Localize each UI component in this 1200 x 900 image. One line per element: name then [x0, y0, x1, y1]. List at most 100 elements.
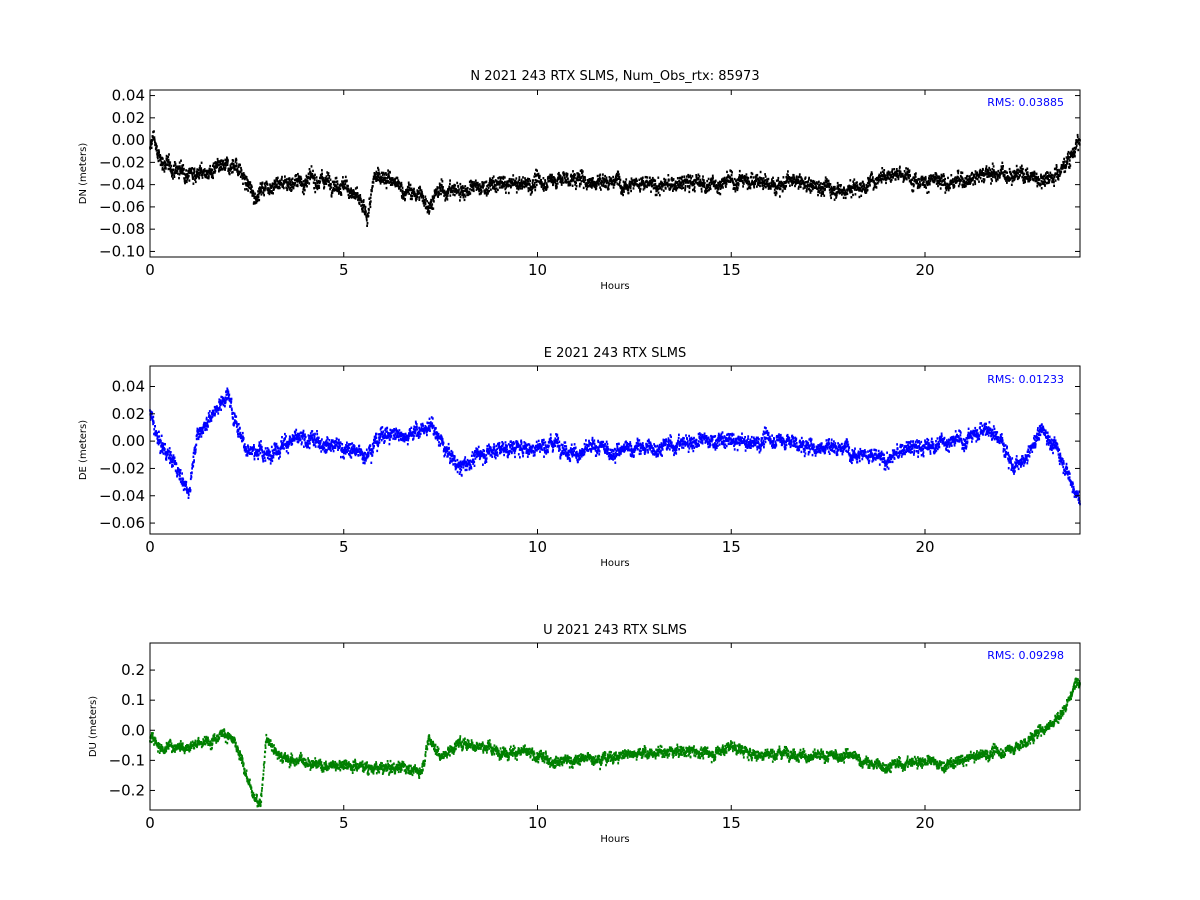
- data-point: [354, 192, 356, 195]
- data-point: [809, 189, 811, 192]
- data-point: [842, 190, 844, 194]
- data-point: [582, 178, 585, 181]
- data-point: [771, 178, 773, 181]
- data-point: [341, 186, 344, 189]
- data-point: [893, 172, 896, 176]
- data-point: [592, 182, 595, 185]
- data-point: [706, 179, 709, 183]
- data-point: [334, 188, 337, 191]
- data-point: [1013, 169, 1016, 173]
- data-point: [787, 170, 789, 173]
- data-point: [526, 183, 529, 186]
- data-point: [1043, 178, 1046, 181]
- data-point: [284, 437, 286, 440]
- data-point: [441, 180, 444, 183]
- data-point: [604, 180, 607, 183]
- data-point: [937, 179, 940, 183]
- data-point: [300, 177, 303, 180]
- data-point: [191, 167, 193, 170]
- data-point: [199, 164, 201, 168]
- data-point: [777, 185, 779, 189]
- data-point: [624, 181, 627, 184]
- data-point: [721, 183, 724, 186]
- data-point: [520, 178, 523, 181]
- data-point: [443, 194, 445, 197]
- data-point: [590, 184, 593, 187]
- data-point: [724, 179, 727, 182]
- data-point: [682, 182, 685, 185]
- data-point: [288, 177, 291, 180]
- data-point: [890, 174, 893, 177]
- data-point: [361, 210, 364, 213]
- data-point: [946, 182, 949, 186]
- data-point: [494, 187, 496, 190]
- data-point: [927, 179, 930, 183]
- data-point: [1016, 175, 1019, 178]
- data-point: [153, 136, 156, 139]
- data-point: [863, 185, 865, 189]
- data-point: [755, 179, 758, 182]
- data-point: [191, 173, 194, 176]
- data-point: [810, 189, 813, 192]
- data-point: [1076, 135, 1079, 139]
- data-point: [367, 211, 370, 214]
- data-point: [542, 189, 545, 192]
- data-point: [680, 183, 682, 186]
- data-point: [431, 203, 434, 206]
- data-point: [246, 454, 249, 457]
- data-point: [285, 435, 287, 438]
- data-point: [493, 185, 496, 189]
- data-point: [399, 185, 401, 188]
- data-point: [194, 180, 197, 184]
- data-point: [326, 177, 329, 180]
- data-point: [846, 192, 849, 196]
- data-point: [440, 184, 443, 187]
- data-point: [1065, 156, 1068, 159]
- data-point: [342, 187, 345, 191]
- data-point: [485, 194, 488, 197]
- data-point: [582, 176, 585, 179]
- data-point: [601, 176, 604, 180]
- data-point: [171, 172, 174, 176]
- data-point: [551, 176, 554, 179]
- data-point: [1071, 153, 1074, 157]
- data-point: [660, 188, 663, 191]
- data-point: [507, 191, 510, 195]
- data-point: [516, 187, 518, 190]
- data-point: [1055, 165, 1058, 168]
- data-point: [1057, 178, 1060, 181]
- data-point: [457, 185, 460, 188]
- data-point: [509, 178, 511, 181]
- data-point: [208, 175, 210, 178]
- data-point: [557, 177, 560, 181]
- data-point: [600, 182, 603, 186]
- data-point: [150, 140, 152, 144]
- data-point: [805, 189, 808, 192]
- data-point: [369, 205, 372, 209]
- data-point: [996, 176, 999, 179]
- data-point: [153, 428, 156, 431]
- data-point: [985, 172, 988, 176]
- data-point: [939, 187, 942, 190]
- data-point: [358, 202, 361, 206]
- data-point: [787, 174, 789, 177]
- data-point: [893, 168, 896, 171]
- data-point: [382, 179, 384, 182]
- data-point: [224, 163, 226, 166]
- data-point: [684, 179, 686, 183]
- data-point: [179, 469, 182, 472]
- data-point: [763, 184, 766, 188]
- data-point: [625, 183, 627, 186]
- data-point: [248, 186, 251, 190]
- data-point: [592, 177, 594, 180]
- data-point: [586, 184, 589, 187]
- data-point: [499, 177, 502, 181]
- data-point: [170, 164, 173, 168]
- data-point: [843, 187, 845, 190]
- data-point: [821, 190, 823, 193]
- data-point: [289, 436, 292, 439]
- data-point: [725, 182, 728, 186]
- data-point: [298, 434, 301, 437]
- data-point: [227, 169, 230, 172]
- data-point: [281, 175, 283, 179]
